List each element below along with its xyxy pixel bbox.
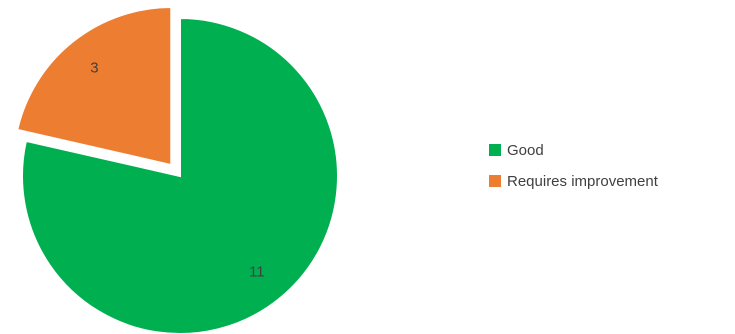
legend-item-requires-improvement: Requires improvement (489, 171, 658, 191)
pie-slice-requires-improvement (16, 6, 173, 167)
legend-swatch-good (489, 144, 501, 156)
pie-slice-good (21, 16, 339, 334)
legend-label-requires-improvement: Requires improvement (507, 172, 658, 190)
pie-slices (16, 6, 339, 334)
data-label-requires-improvement: 3 (90, 60, 98, 77)
legend-item-good: Good (489, 140, 658, 160)
chart-legend: Good Requires improvement (489, 140, 658, 202)
legend-swatch-requires-improvement (489, 175, 501, 187)
legend-label-good: Good (507, 141, 544, 159)
pie-data-labels: 11 3 (90, 60, 264, 281)
data-label-good: 11 (249, 263, 265, 280)
